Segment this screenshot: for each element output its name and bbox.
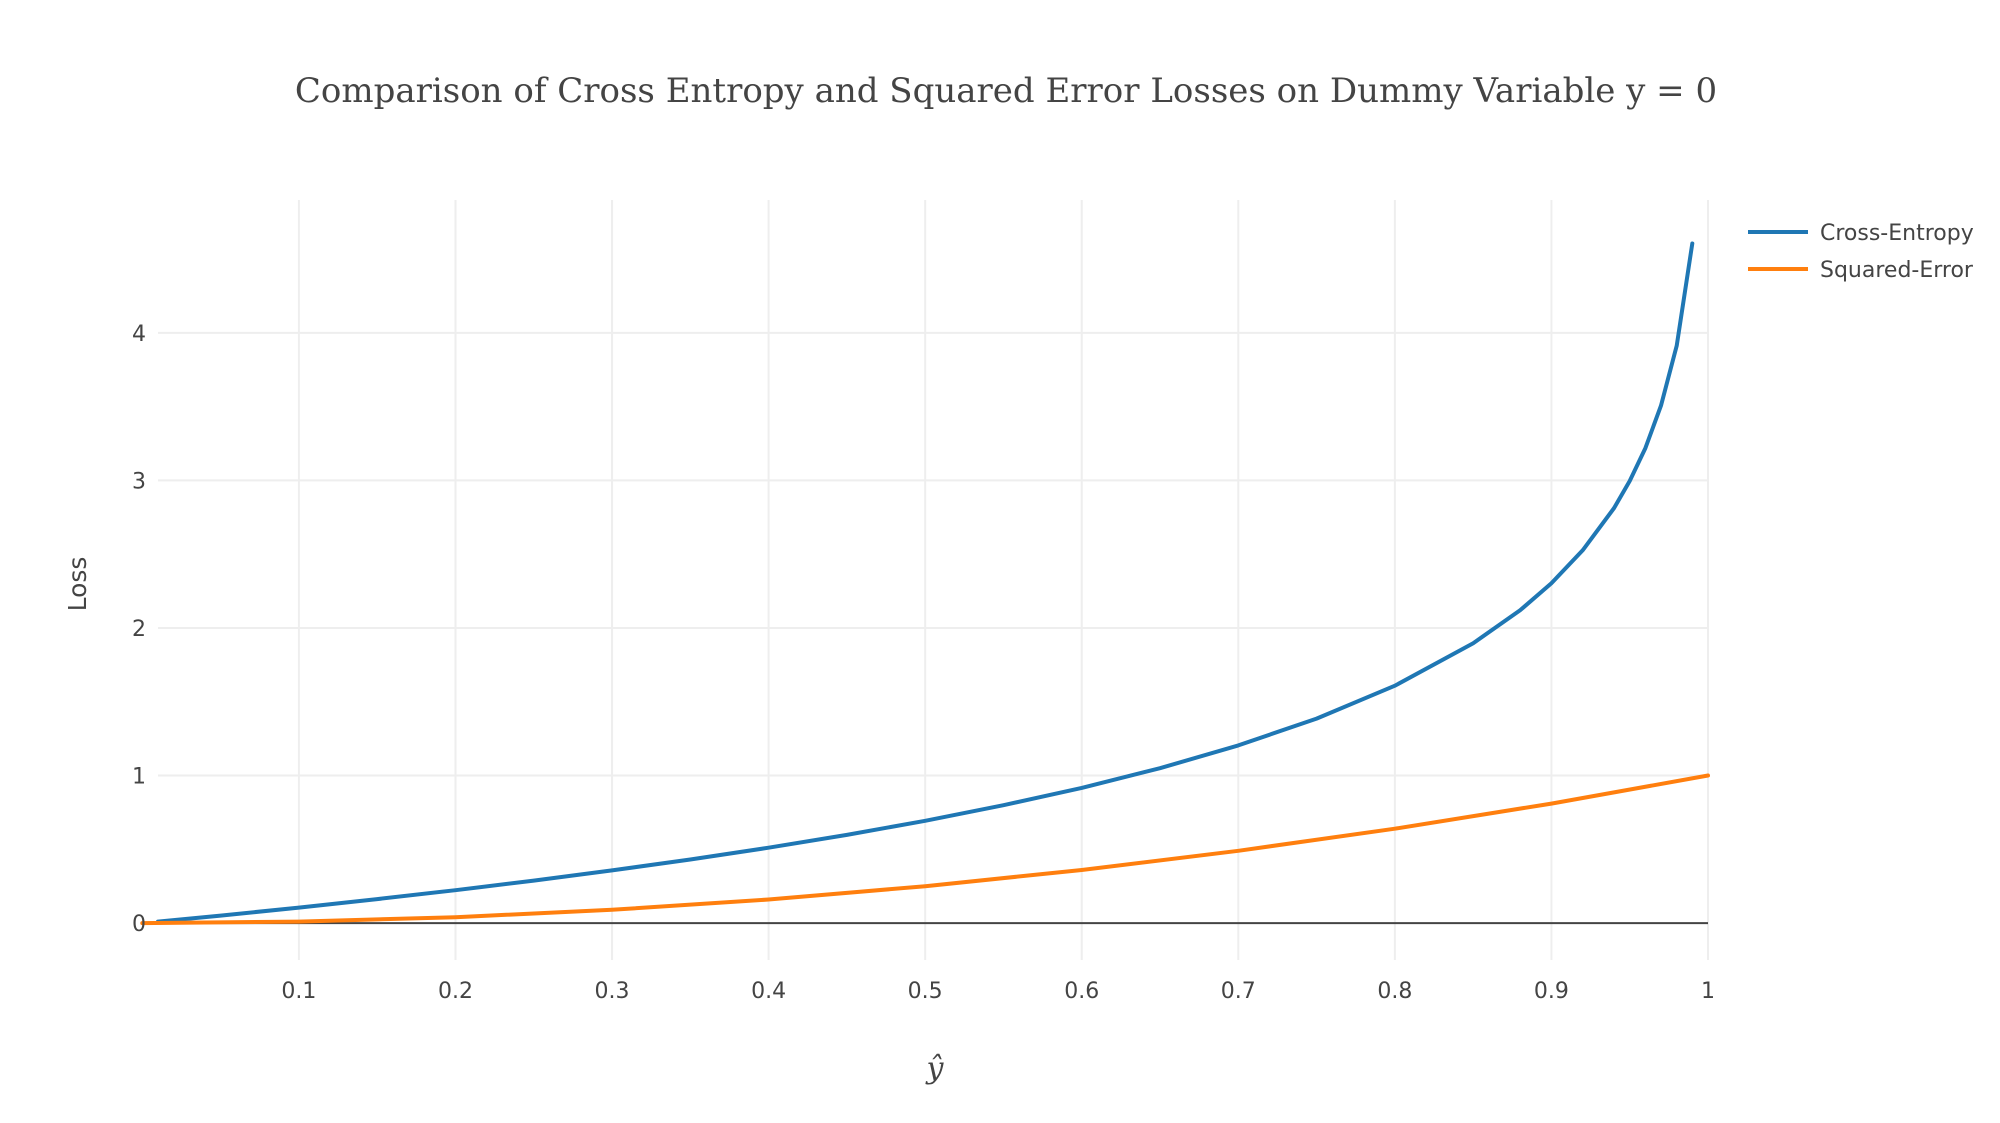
y-axis-title: Loss: [63, 557, 92, 612]
y-tick-label: 4: [132, 322, 146, 347]
y-tick-label: 0: [132, 912, 146, 937]
x-tick-label: 0.4: [751, 979, 786, 1004]
series-layer: [140, 241, 1710, 926]
legend-entry-label: Cross-Entropy: [1820, 221, 1974, 246]
x-tick-label: 0.9: [1534, 979, 1569, 1004]
series-line-squared-error: [140, 773, 1710, 926]
x-tick-label: 0.3: [595, 979, 630, 1004]
y-tick-label: 2: [132, 617, 146, 642]
x-tick-label: 0.1: [281, 979, 316, 1004]
series-line-cross-entropy: [156, 241, 1695, 924]
x-tick-label: 0.6: [1064, 979, 1099, 1004]
x-tick-label: 0.2: [438, 979, 473, 1004]
x-tick-label: 0.7: [1221, 979, 1256, 1004]
x-tick-label: 0.8: [1377, 979, 1412, 1004]
tick-layer: 0.1 0.2 0.3 0.4 0.5 0.6 0.7 0.8 0.9 1 0 1 2 3 4: [132, 322, 1715, 1004]
grid-layer: [158, 200, 1709, 960]
y-tick-label: 3: [132, 469, 146, 494]
legend: Cross-Entropy Squared-Error: [1748, 221, 1974, 283]
x-tick-label: 1: [1701, 979, 1715, 1004]
x-tick-label: 0.5: [908, 979, 943, 1004]
y-tick-label: 1: [132, 765, 146, 790]
chart-title: Comparison of Cross Entropy and Squared …: [295, 71, 1717, 111]
x-axis-title: ŷ: [925, 1051, 945, 1086]
legend-entry-label: Squared-Error: [1820, 258, 1974, 283]
